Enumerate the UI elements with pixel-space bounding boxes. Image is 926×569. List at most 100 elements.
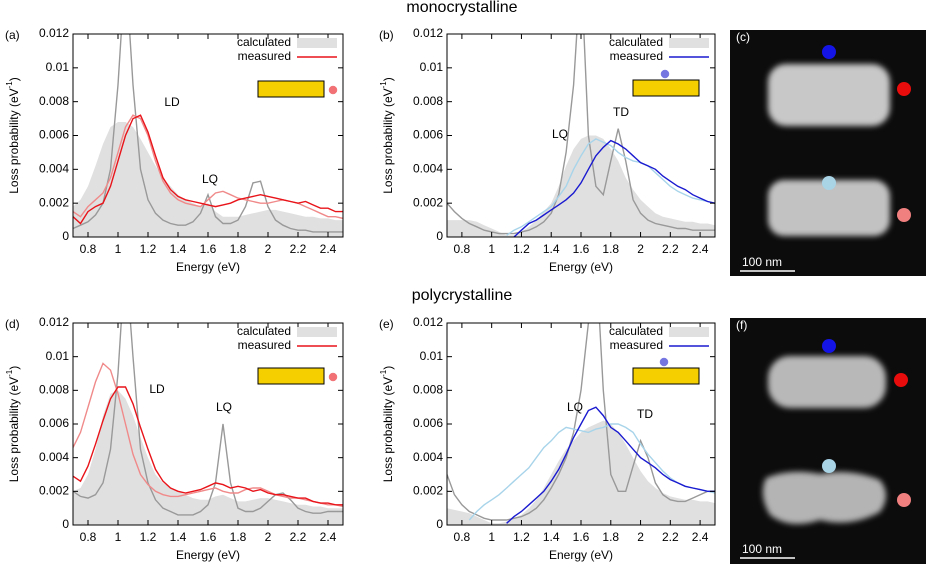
series-line bbox=[73, 114, 343, 225]
y-tick-label: 0.002 bbox=[39, 484, 69, 498]
inset-dot bbox=[659, 357, 669, 367]
y-tick-label: 0.002 bbox=[413, 484, 443, 498]
y-axis-label-part: -1 bbox=[379, 369, 388, 377]
y-tick-label: 0.01 bbox=[46, 349, 70, 363]
x-tick-label: 2 bbox=[265, 530, 272, 544]
y-axis-label-part: ) bbox=[7, 366, 21, 370]
scale-bar-label: 100 nm bbox=[742, 255, 782, 269]
inset-rod bbox=[257, 80, 325, 98]
series-line bbox=[447, 34, 715, 235]
x-tick-label: 1.2 bbox=[513, 530, 530, 544]
x-tick-label: 1.2 bbox=[140, 242, 157, 256]
y-axis-label-part: Loss probability (eV bbox=[7, 88, 21, 193]
scale-bar-label: 100 nm bbox=[742, 542, 782, 556]
annotation: LD bbox=[149, 382, 165, 396]
annotation: TD bbox=[637, 407, 653, 421]
panel-label: (a) bbox=[5, 28, 20, 42]
x-tick-label: 0.8 bbox=[454, 530, 471, 544]
x-tick-label: 1 bbox=[115, 530, 122, 544]
annotation: LD bbox=[164, 95, 180, 109]
legend-label: measured bbox=[610, 49, 663, 63]
micrograph: (f) 100 nm bbox=[730, 318, 926, 564]
y-tick-label: 0.012 bbox=[413, 315, 443, 329]
y-axis-label: Loss probability (eV-1) bbox=[379, 77, 395, 194]
section-heading: polycrystalline bbox=[412, 287, 513, 304]
area bbox=[73, 122, 343, 237]
x-tick-label: 1.8 bbox=[230, 242, 247, 256]
y-axis-label-part: -1 bbox=[379, 81, 388, 89]
y-tick-label: 0.012 bbox=[39, 26, 69, 40]
series-line bbox=[73, 386, 343, 506]
legend-swatch bbox=[297, 327, 337, 337]
legend-swatch bbox=[669, 38, 709, 48]
annotation: LQ bbox=[552, 127, 568, 141]
y-tick-label: 0.006 bbox=[39, 416, 69, 430]
x-tick-label: 2.2 bbox=[290, 530, 307, 544]
y-tick-label: 0.008 bbox=[413, 94, 443, 108]
legend-label: calculated bbox=[609, 324, 663, 338]
annotation: LQ bbox=[567, 400, 583, 414]
annotation: TD bbox=[613, 105, 629, 119]
x-tick-label: 1.6 bbox=[200, 242, 217, 256]
x-tick-label: 1.2 bbox=[513, 242, 530, 256]
plot bbox=[73, 323, 343, 525]
x-tick-label: 1.6 bbox=[200, 530, 217, 544]
y-tick-label: 0.01 bbox=[420, 60, 444, 74]
x-tick-label: 1.4 bbox=[543, 242, 560, 256]
y-axis-label-part: ) bbox=[7, 77, 21, 81]
y-axis-label: Loss probability (eV-1) bbox=[5, 366, 21, 483]
inset-dot bbox=[660, 69, 670, 79]
x-tick-label: 2.2 bbox=[662, 242, 679, 256]
legend-label: calculated bbox=[609, 35, 663, 49]
annotation: LQ bbox=[202, 172, 218, 186]
inset-dot bbox=[328, 85, 338, 95]
x-tick-label: 1.8 bbox=[602, 242, 619, 256]
y-axis-label-part: ) bbox=[381, 77, 395, 81]
y-tick-label: 0.002 bbox=[413, 195, 443, 209]
panel-label: (b) bbox=[379, 28, 394, 42]
inset-rod bbox=[257, 367, 325, 385]
x-tick-label: 2 bbox=[265, 242, 272, 256]
x-tick-label: 1 bbox=[488, 530, 495, 544]
y-tick-label: 0 bbox=[436, 229, 443, 243]
y-tick-label: 0.008 bbox=[39, 94, 69, 108]
y-tick-label: 0.01 bbox=[420, 349, 444, 363]
x-axis-label: Energy (eV) bbox=[549, 548, 613, 562]
section-heading: monocrystalline bbox=[406, 0, 517, 16]
y-axis-label-part: Loss probability (eV bbox=[7, 377, 21, 482]
y-tick-label: 0.004 bbox=[39, 450, 69, 464]
series-line bbox=[506, 406, 715, 524]
y-tick-label: 0.01 bbox=[46, 60, 70, 74]
x-tick-label: 1 bbox=[488, 242, 495, 256]
y-tick-label: 0.008 bbox=[413, 383, 443, 397]
y-tick-label: 0.006 bbox=[39, 128, 69, 142]
y-tick-label: 0 bbox=[436, 517, 443, 531]
x-tick-label: 2.4 bbox=[692, 530, 709, 544]
panel-label: (e) bbox=[379, 317, 394, 331]
x-tick-label: 1.4 bbox=[170, 242, 187, 256]
x-tick-label: 2.2 bbox=[662, 530, 679, 544]
x-tick-label: 1.6 bbox=[573, 242, 590, 256]
annotation: LQ bbox=[216, 400, 232, 414]
y-tick-label: 0 bbox=[62, 517, 69, 531]
legend-label: measured bbox=[238, 49, 291, 63]
y-tick-label: 0 bbox=[62, 229, 69, 243]
series-line bbox=[468, 423, 715, 521]
area bbox=[73, 390, 343, 525]
x-tick-label: 2.4 bbox=[320, 530, 337, 544]
y-tick-label: 0.012 bbox=[413, 26, 443, 40]
x-axis-label: Energy (eV) bbox=[176, 548, 240, 562]
legend-swatch bbox=[669, 327, 709, 337]
legend-label: measured bbox=[238, 338, 291, 352]
panel-label: (f) bbox=[736, 318, 747, 332]
x-tick-label: 2 bbox=[637, 530, 644, 544]
y-tick-label: 0.004 bbox=[413, 162, 443, 176]
x-tick-label: 2.2 bbox=[290, 242, 307, 256]
area bbox=[447, 135, 715, 237]
x-tick-label: 0.8 bbox=[80, 530, 97, 544]
series-line bbox=[73, 323, 343, 516]
x-tick-label: 0.8 bbox=[80, 242, 97, 256]
y-tick-label: 0.002 bbox=[39, 195, 69, 209]
x-tick-label: 1.8 bbox=[602, 530, 619, 544]
